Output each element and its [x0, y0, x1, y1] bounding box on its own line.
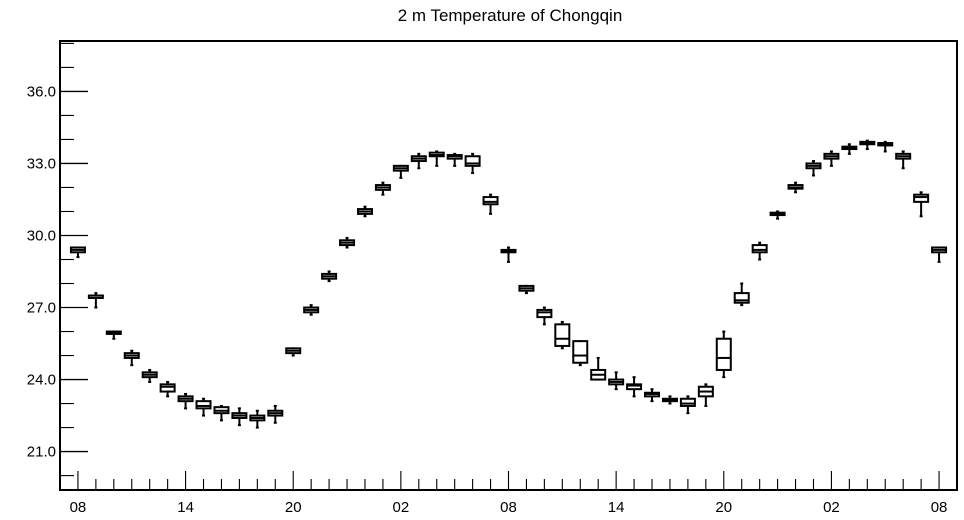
- box-plot: [356, 205, 373, 218]
- y-tick-label: 36.0: [27, 83, 56, 100]
- x-tick-label: 20: [715, 499, 732, 516]
- box-plot: [733, 282, 750, 307]
- box-plot: [446, 152, 463, 167]
- box-plot: [500, 246, 517, 263]
- chart-title: 2 m Temperature of Chongqin: [398, 6, 623, 25]
- box-series: [69, 139, 948, 429]
- box-plot: [859, 139, 876, 151]
- box-plot: [787, 181, 804, 194]
- box-plot: [644, 388, 661, 403]
- box-iqr: [679, 397, 696, 407]
- x-tick-label: 14: [177, 499, 194, 516]
- x-tick-label: 02: [823, 499, 840, 516]
- box-plot: [195, 397, 212, 417]
- box-plot: [249, 409, 266, 429]
- box-iqr: [626, 383, 643, 391]
- box-plot: [105, 330, 122, 340]
- box-plot: [213, 404, 230, 422]
- box-iqr: [751, 244, 768, 254]
- box-plot: [123, 349, 140, 367]
- box-iqr: [195, 400, 212, 410]
- box-plot: [608, 371, 625, 391]
- plot-axes: 21.0 24.0 27.0 30.0 33.0 36.0 08 14 20 02 08 14 20 02…: [27, 42, 948, 516]
- box-iqr: [733, 292, 750, 304]
- plot-frame: [59, 40, 958, 491]
- x-tick-label: 08: [931, 499, 948, 516]
- box-plot: [805, 160, 822, 177]
- box-plot: [267, 404, 284, 424]
- box-plot: [661, 395, 678, 405]
- box-plot: [87, 292, 104, 309]
- box-plot: [536, 306, 553, 326]
- box-plot: [141, 368, 158, 383]
- box-plot: [769, 210, 786, 220]
- x-tick-label: 02: [393, 499, 410, 516]
- box-iqr: [715, 337, 732, 371]
- box-plot: [374, 181, 391, 196]
- x-tick-label: 20: [285, 499, 302, 516]
- box-plot: [410, 152, 427, 170]
- box-iqr: [554, 323, 571, 347]
- box-plot: [428, 150, 445, 167]
- box-plot: [697, 383, 714, 407]
- x-tick-label: 08: [500, 499, 517, 516]
- x-tick-label: 08: [70, 499, 87, 516]
- box-plot: [159, 380, 176, 398]
- box-plot: [841, 143, 858, 155]
- box-plot: [321, 270, 338, 283]
- box-plot: [913, 191, 930, 218]
- box-plot: [572, 340, 589, 367]
- box-plot: [931, 246, 948, 263]
- box-plot: [877, 140, 894, 153]
- box-plot: [715, 330, 732, 379]
- box-iqr: [464, 155, 481, 167]
- box-plot: [751, 241, 768, 261]
- box-plot: [679, 395, 696, 415]
- box-plot: [285, 347, 302, 357]
- box-plot: [823, 150, 840, 167]
- box-iqr: [536, 308, 553, 319]
- box-plot: [518, 284, 535, 295]
- box-plot: [303, 304, 320, 316]
- box-plot: [895, 150, 912, 170]
- y-tick-label: 30.0: [27, 227, 56, 244]
- box-plot: [69, 246, 86, 259]
- box-plot: [392, 164, 409, 179]
- box-plot: [590, 356, 607, 381]
- box-iqr: [159, 383, 176, 393]
- x-tick-label: 14: [608, 499, 625, 516]
- y-tick-label: 21.0: [27, 444, 56, 461]
- box-plot: [177, 392, 194, 410]
- box-iqr: [913, 193, 930, 203]
- box-plot: [231, 407, 248, 427]
- y-tick-label: 33.0: [27, 155, 56, 172]
- box-plot: [339, 236, 356, 249]
- box-plot: [626, 376, 643, 398]
- box-plot: [464, 152, 481, 175]
- y-tick-label: 27.0: [27, 300, 56, 317]
- box-plot: [482, 193, 499, 215]
- box-iqr: [572, 340, 589, 364]
- box-iqr: [482, 196, 499, 206]
- y-tick-label: 24.0: [27, 372, 56, 389]
- box-plot: [554, 320, 571, 350]
